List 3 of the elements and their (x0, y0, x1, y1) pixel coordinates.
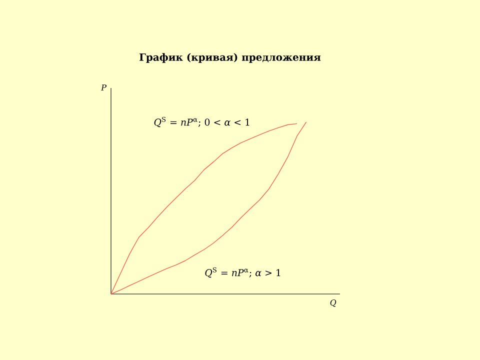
annotation: Q$^{S}$ = nP$^{α}$; α > 1 (205, 267, 280, 278)
annotation: Q$^{S}$ = nP$^{α}$; 0 < α < 1 (154, 116, 250, 128)
chart-title: График (кривая) предложения (140, 53, 321, 63)
